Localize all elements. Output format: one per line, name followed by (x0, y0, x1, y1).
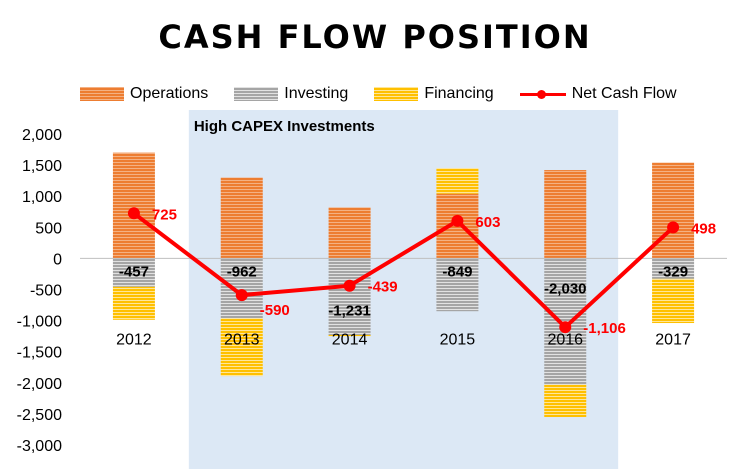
bar-financing-2014 (328, 334, 371, 337)
legend-item-financing[interactable]: Financing (374, 85, 494, 103)
y-tick-label: -2,000 (17, 376, 62, 393)
data-label-investing-2014: -1,231 (328, 302, 371, 319)
bar-operations-2017 (652, 162, 695, 259)
bar-investing-2014 (328, 258, 371, 335)
net-cash-flow-line (132, 211, 675, 330)
data-label-investing-2016: -2,030 (544, 280, 587, 297)
bar-financing-2017 (652, 278, 695, 324)
net-cash-flow-point-2013 (235, 289, 248, 302)
y-tick-label: 500 (35, 220, 62, 237)
bar-investing-2012 (112, 258, 155, 287)
y-tick-label: -2,500 (17, 407, 62, 424)
bar-investing-2017 (652, 258, 695, 279)
x-tick-label-2014: 2014 (332, 331, 368, 348)
chart-legend: Operations Investing Financing Net Cash … (80, 84, 703, 104)
net-cash-flow-point-2014 (343, 279, 356, 292)
data-label-investing-2015: -849 (442, 263, 472, 280)
y-tick-label: -3,000 (17, 438, 62, 455)
bar-financing-2016 (544, 384, 587, 418)
legend-label-investing: Investing (284, 85, 349, 102)
legend-item-operations[interactable]: Operations (80, 85, 208, 103)
legend-swatch-investing (234, 87, 279, 101)
legend-label-financing: Financing (424, 85, 494, 102)
bar-financing-2013 (220, 318, 263, 377)
x-tick-label-2012: 2012 (116, 331, 152, 348)
y-tick-label: 0 (53, 251, 62, 268)
highlight-label: High CAPEX Investments (194, 118, 375, 135)
bar-operations-2016 (544, 170, 587, 259)
bar-operations-2012 (112, 152, 155, 259)
bar-investing-2015 (436, 258, 479, 312)
x-tick-label-2016: 2016 (547, 331, 583, 348)
bar-operations-2014 (328, 207, 371, 259)
data-label-net-2012: 725 (152, 206, 177, 223)
y-tick-label: -1,000 (17, 314, 62, 331)
x-tick-label-2015: 2015 (440, 331, 476, 348)
data-label-investing-2012: -457 (119, 263, 149, 280)
x-tick-label-2013: 2013 (224, 331, 260, 348)
bar-financing-2012 (112, 286, 155, 320)
y-tick-label: 2,000 (22, 127, 62, 144)
y-tick-label: -500 (30, 283, 62, 300)
legend-label-operations: Operations (130, 85, 209, 102)
data-label-net-2015: 603 (475, 214, 500, 231)
data-label-net-2017: 498 (691, 220, 716, 237)
y-tick-label: -1,500 (17, 345, 62, 362)
data-label-net-2016: -1,106 (583, 320, 626, 337)
legend-swatch-financing (374, 87, 419, 101)
x-tick-label-2017: 2017 (655, 331, 691, 348)
y-tick-label: 1,000 (22, 189, 62, 206)
legend-item-net-cash-flow[interactable]: Net Cash Flow (519, 85, 677, 103)
bar-operations-2013 (220, 177, 263, 259)
y-tick-label: 1,500 (22, 158, 62, 175)
data-label-investing-2013: -962 (227, 263, 257, 280)
data-label-net-2013: -590 (260, 302, 290, 319)
bar-financing-2015 (436, 168, 479, 194)
net-cash-flow-point-2015 (451, 214, 464, 227)
bar-investing-2013 (220, 258, 263, 319)
legend-swatch-operations (80, 87, 124, 101)
chart-title: CASH FLOW POSITION (158, 18, 592, 56)
legend-line-net-cash-flow (519, 87, 566, 101)
legend-label-net-cash-flow: Net Cash Flow (571, 85, 677, 102)
data-label-net-2014: -439 (368, 279, 398, 296)
net-cash-flow-point-2017 (667, 221, 680, 234)
net-cash-flow-point-2016 (559, 321, 572, 334)
data-label-investing-2017: -329 (658, 263, 688, 280)
net-cash-flow-point-2012 (127, 207, 140, 220)
legend-item-investing[interactable]: Investing (234, 85, 348, 103)
